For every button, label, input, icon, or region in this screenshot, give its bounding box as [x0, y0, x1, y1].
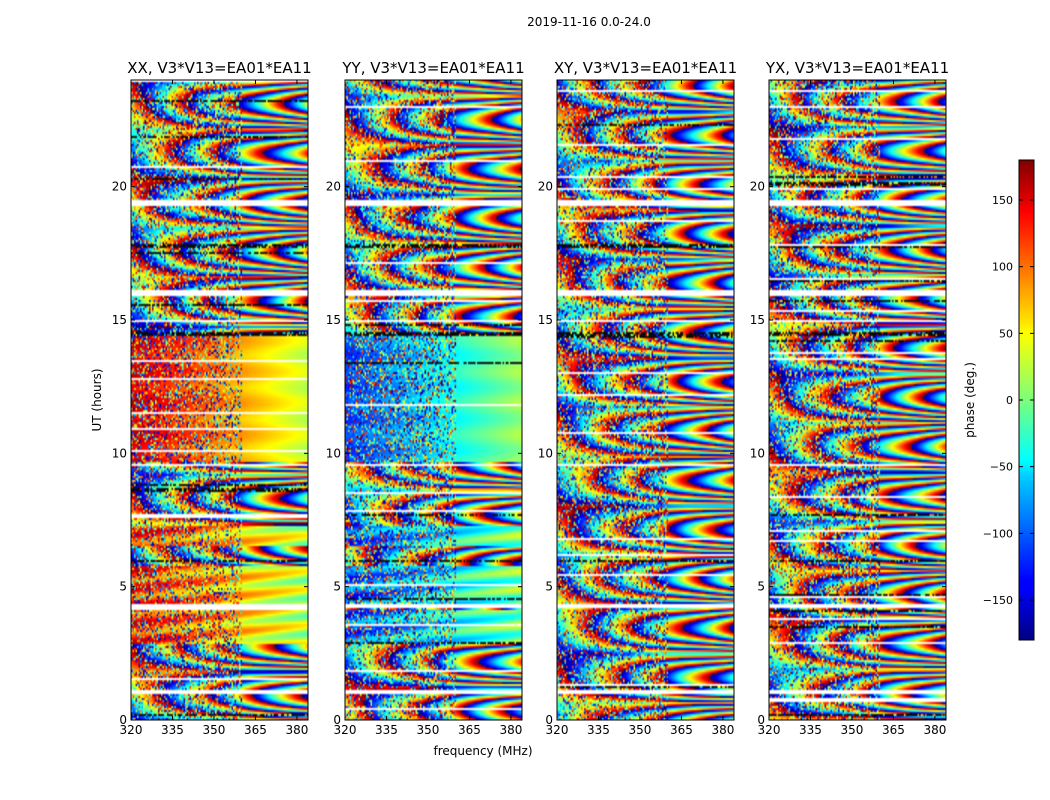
- y-tick-label: 10: [326, 446, 341, 460]
- y-tick-label: 20: [538, 180, 553, 194]
- panel-title: XY, V3*V13=EA01*EA11: [554, 59, 737, 77]
- y-tick-label: 20: [326, 180, 341, 194]
- y-tick-label: 0: [545, 713, 553, 727]
- figure-suptitle: 2019-11-16 0.0-24.0: [527, 15, 651, 29]
- colorbar-tick-label: 0: [1006, 394, 1013, 407]
- x-tick-label: 380: [711, 723, 734, 737]
- x-tick-label: 335: [799, 723, 822, 737]
- colorbar-tick-label: 50: [999, 327, 1013, 340]
- panel-frame: [556, 79, 735, 721]
- y-tick-label: 20: [112, 180, 127, 194]
- panel-title: YY, V3*V13=EA01*EA11: [341, 59, 524, 77]
- y-tick-label: 5: [333, 580, 341, 594]
- x-tick-label: 335: [375, 723, 398, 737]
- colorbar-tick-label: −150: [983, 594, 1013, 607]
- y-tick-label: 0: [119, 713, 127, 727]
- y-tick-label: 15: [326, 313, 341, 327]
- x-tick-label: 350: [629, 723, 652, 737]
- y-tick-label: 20: [750, 180, 765, 194]
- y-tick-label: 15: [112, 313, 127, 327]
- x-tick-label: 320: [120, 723, 143, 737]
- panels-group: XX, V3*V13=EA01*EA11 320 335 350 365 380 0 5 10 1…: [112, 59, 949, 737]
- panel-title: XX, V3*V13=EA01*EA11: [127, 59, 311, 77]
- x-tick-label: 365: [882, 723, 905, 737]
- y-tick-label: 5: [545, 580, 553, 594]
- panel-3: XY, V3*V13=EA01*EA11 320 335 350 365 380 0 5 10 1…: [538, 59, 737, 737]
- y-tick-label: 0: [757, 713, 765, 727]
- colorbar-tick-label: −100: [983, 527, 1013, 540]
- colorbar-tick-label: 150: [992, 194, 1013, 207]
- y-tick-label: 10: [750, 446, 765, 460]
- x-tick-label: 365: [458, 723, 481, 737]
- panel-frame: [344, 79, 523, 721]
- y-tick-label: 10: [538, 446, 553, 460]
- x-tick-label: 350: [417, 723, 440, 737]
- x-tick-label: 380: [923, 723, 946, 737]
- x-tick-label: 365: [670, 723, 693, 737]
- x-tick-label: 320: [334, 723, 357, 737]
- x-tick-label: 380: [285, 723, 308, 737]
- colorbar: 150 100 50 0 −50 −100 −150 phase (deg.): [963, 159, 1035, 641]
- y-tick-label: 5: [757, 580, 765, 594]
- colorbar-tick-label: −50: [990, 461, 1013, 474]
- x-tick-label: 335: [161, 723, 184, 737]
- x-tick-label: 320: [546, 723, 569, 737]
- x-tick-label: 365: [244, 723, 267, 737]
- panel-4: YX, V3*V13=EA01*EA11 320 335 350 365 380 0 5 10 1…: [750, 59, 949, 737]
- x-tick-label: 350: [203, 723, 226, 737]
- y-tick-label: 5: [119, 580, 127, 594]
- panel-title: YX, V3*V13=EA01*EA11: [765, 59, 949, 77]
- y-tick-label: 0: [333, 713, 341, 727]
- y-tick-label: 10: [112, 446, 127, 460]
- y-tick-label: 15: [538, 313, 553, 327]
- x-tick-label: 350: [841, 723, 864, 737]
- x-tick-label: 320: [758, 723, 781, 737]
- panel-frame: [768, 79, 947, 721]
- heatmap-image: [769, 80, 946, 720]
- heatmap-image: [131, 80, 308, 720]
- y-tick-label: 15: [750, 313, 765, 327]
- x-tick-label: 380: [499, 723, 522, 737]
- panel-frame: [130, 79, 309, 721]
- panel-2: YY, V3*V13=EA01*EA11 320 335 350 365 380 0 5 10 1…: [326, 59, 525, 737]
- colorbar-label: phase (deg.): [963, 362, 977, 438]
- y-axis-label: UT (hours): [90, 368, 104, 431]
- colorbar-tick-label: 100: [992, 261, 1013, 274]
- heatmap-image: [557, 80, 734, 720]
- x-axis-label: frequency (MHz): [433, 744, 532, 758]
- heatmap-image: [345, 80, 522, 720]
- x-tick-label: 335: [587, 723, 610, 737]
- colorbar-ticks: 150 100 50 0 −50 −100 −150: [983, 194, 1034, 607]
- panel-1: XX, V3*V13=EA01*EA11 320 335 350 365 380 0 5 10 1…: [112, 59, 312, 737]
